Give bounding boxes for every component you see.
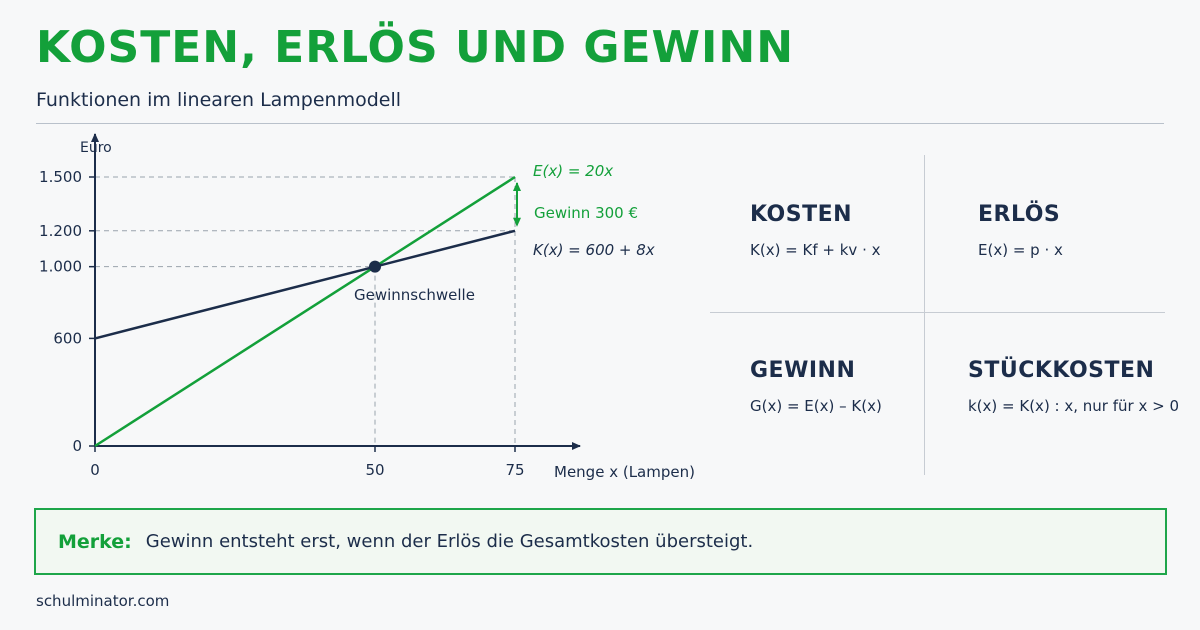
- profit-label: Gewinn 300 €: [534, 204, 638, 222]
- y-tick-label: 0: [72, 437, 82, 455]
- definition-formula: K(x) = Kf + kv · x: [750, 241, 881, 259]
- definition-profit: GEWINN G(x) = E(x) – K(x): [750, 358, 882, 415]
- x-tick-label: 75: [505, 461, 524, 479]
- break-even-point: [369, 260, 381, 273]
- x-tick-label: 50: [365, 461, 384, 479]
- x-tick-label: 0: [90, 461, 100, 479]
- definition-title: ERLÖS: [978, 202, 1061, 227]
- definition-formula: G(x) = E(x) – K(x): [750, 397, 882, 415]
- revenue-series-label: E(x) = 20x: [533, 162, 613, 180]
- definition-title: GEWINN: [750, 358, 856, 383]
- definition-title: KOSTEN: [750, 202, 853, 227]
- merke-text: Gewinn entsteht erst, wenn der Erlös die…: [145, 531, 754, 552]
- merke-label: Merke:: [58, 530, 132, 553]
- definition-cost: KOSTEN K(x) = Kf + kv · x: [750, 202, 881, 259]
- y-tick-label: 1.000: [39, 258, 82, 276]
- definition-revenue: ERLÖS E(x) = p · x: [978, 202, 1063, 259]
- footer-source: schulminator.com: [36, 592, 170, 610]
- revenue-line: [94, 175, 516, 448]
- page-title: KOSTEN, ERLÖS UND GEWINN: [36, 22, 795, 73]
- y-tick-label: 1.200: [39, 222, 82, 240]
- page-subtitle: Funktionen im linearen Lampenmodell: [36, 89, 402, 111]
- header-divider: [36, 123, 1164, 124]
- break-even-label: Gewinnschwelle: [354, 286, 475, 304]
- definition-formula: E(x) = p · x: [978, 241, 1063, 259]
- x-axis-label: Menge x (Lampen): [554, 463, 695, 481]
- definition-unit-cost: STÜCKKOSTEN k(x) = K(x) : x, nur für x >…: [968, 358, 1179, 415]
- guide-lines: [95, 176, 516, 446]
- definition-formula: k(x) = K(x) : x, nur für x > 0: [968, 397, 1179, 415]
- merke-box: Merke: Gewinn entsteht erst, wenn der Er…: [34, 508, 1167, 575]
- definition-title: STÜCKKOSTEN: [968, 358, 1155, 383]
- axis-ticks: 0 600 1.000 1.200 1.500 0 50 75: [39, 168, 525, 479]
- cost-series-label: K(x) = 600 + 8x: [533, 241, 655, 259]
- y-tick-label: 600: [53, 329, 82, 347]
- cost-line: [94, 229, 516, 340]
- y-tick-label: 1.500: [39, 168, 82, 186]
- cost-revenue-chart: 0 600 1.000 1.200 1.500 0 50 75 Euro Menge x (L…: [39, 133, 695, 481]
- y-axis-label: Euro: [80, 140, 112, 156]
- chart-series: [94, 175, 521, 448]
- definitions-divider-vertical: [924, 155, 925, 475]
- definitions-divider-horizontal: [710, 312, 1165, 313]
